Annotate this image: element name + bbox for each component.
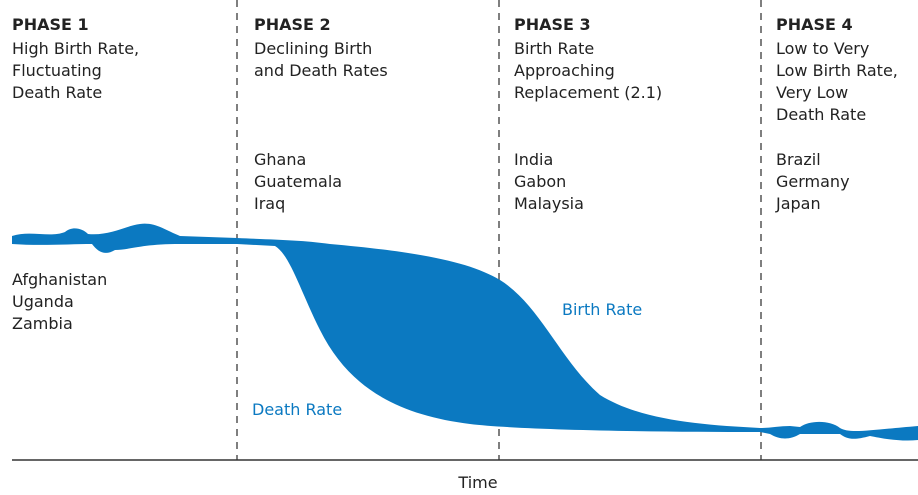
- country: Guatemala: [254, 172, 342, 191]
- x-axis-label: Time: [457, 473, 497, 492]
- country: Malaysia: [514, 194, 584, 213]
- phase-description: Low to Very: [776, 39, 869, 58]
- phase-title: PHASE 2: [254, 15, 331, 34]
- country: Gabon: [514, 172, 566, 191]
- phase-description: Death Rate: [776, 105, 866, 124]
- country: India: [514, 150, 553, 169]
- phase-description: Birth Rate: [514, 39, 594, 58]
- phase-description: Fluctuating: [12, 61, 102, 80]
- phase-description: Very Low: [776, 83, 848, 102]
- phase-title: PHASE 3: [514, 15, 591, 34]
- phase-description: Replacement (2.1): [514, 83, 662, 102]
- country: Ghana: [254, 150, 306, 169]
- country: Germany: [776, 172, 850, 191]
- phase-title: PHASE 1: [12, 15, 89, 34]
- transition-area: [12, 224, 918, 441]
- phase-description: Death Rate: [12, 83, 102, 102]
- birth-rate-label: Birth Rate: [562, 300, 642, 319]
- phase-description: and Death Rates: [254, 61, 388, 80]
- death-rate-label: Death Rate: [252, 400, 342, 419]
- diagram: Birth Rate Death Rate Time PHASE 1 High B…: [0, 0, 918, 495]
- phase-title: PHASE 4: [776, 15, 853, 34]
- country: Afghanistan: [12, 270, 107, 289]
- phase-description: Declining Birth: [254, 39, 372, 58]
- country: Japan: [775, 194, 821, 213]
- country: Zambia: [12, 314, 73, 333]
- country: Brazil: [776, 150, 821, 169]
- phase-description: High Birth Rate,: [12, 39, 139, 58]
- phase-description: Approaching: [514, 61, 615, 80]
- country: Iraq: [254, 194, 285, 213]
- phase-description: Low Birth Rate,: [776, 61, 898, 80]
- country: Uganda: [12, 292, 74, 311]
